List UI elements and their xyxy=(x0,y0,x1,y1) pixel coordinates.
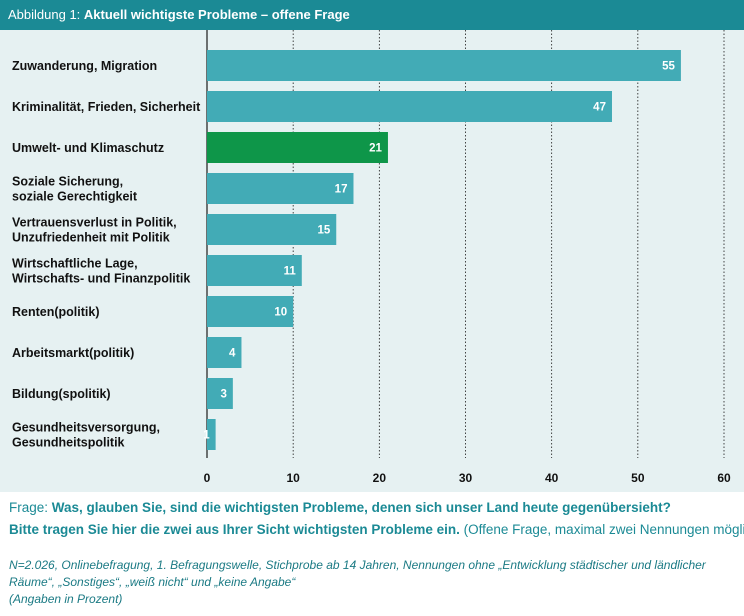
bar xyxy=(207,419,216,450)
chart-panel: 0 10 20 30 40 50 60 55 Zuwanderung, Migration 47 K… xyxy=(0,30,744,492)
x-tick-label: 60 xyxy=(717,471,731,485)
bar xyxy=(207,132,388,163)
bar xyxy=(207,50,681,81)
category-label: Arbeitsmarkt(politik) xyxy=(12,346,134,360)
bar-value-label: 10 xyxy=(274,307,287,319)
figure-title: Aktuell wichtigste Probleme – offene Fra… xyxy=(83,7,350,22)
category-label: Umwelt- und Klimaschutz xyxy=(12,141,164,155)
x-tick-label: 20 xyxy=(373,471,387,485)
bar-value-label: 1 xyxy=(203,430,210,442)
question-note: (Offene Frage, maximal zwei Nennungen mö… xyxy=(463,522,744,537)
bar-value-label: 17 xyxy=(335,184,348,196)
bar xyxy=(207,214,337,245)
figure-number: Abbildung 1: xyxy=(8,7,81,22)
x-tick-label: 40 xyxy=(545,471,559,485)
footnote: N=2.026, Onlinebefragung, 1. Befragungsw… xyxy=(9,557,739,608)
bar-value-label: 4 xyxy=(229,348,236,360)
footnote-unit: (Angaben in Prozent) xyxy=(9,592,123,606)
category-label: Vertrauensverlust in Politik, Unzufrieden… xyxy=(12,216,177,245)
bar-value-label: 47 xyxy=(593,102,606,114)
question-prefix: Frage: xyxy=(9,500,49,515)
bar xyxy=(207,255,302,286)
category-label: Bildung(spolitik) xyxy=(12,387,111,401)
x-tick-label: 0 xyxy=(204,471,211,485)
question-block: Frage: Was, glauben Sie, sind die wichti… xyxy=(9,497,744,541)
category-label: Renten(politik) xyxy=(12,305,100,319)
bar-value-label: 15 xyxy=(317,225,330,237)
bar xyxy=(207,296,294,327)
bar-value-label: 11 xyxy=(284,266,297,278)
category-label: Kriminalität, Frieden, Sicherheit xyxy=(12,100,201,114)
category-label: Gesundheitsversorgung, Gesundheitspolitik xyxy=(12,421,160,450)
bar xyxy=(207,173,354,204)
category-label: Zuwanderung, Migration xyxy=(12,59,157,73)
bar xyxy=(207,337,242,368)
x-tick-label: 30 xyxy=(459,471,473,485)
bar-value-label: 21 xyxy=(369,143,382,155)
bar-value-label: 3 xyxy=(220,389,226,401)
category-label: Soziale Sicherung, soziale Gerechtigkeit xyxy=(12,175,138,204)
bar xyxy=(207,91,612,122)
bar-chart: 0 10 20 30 40 50 60 55 Zuwanderung, Migration 47 K… xyxy=(12,30,731,485)
figure-header: Abbildung 1: Aktuell wichtigste Probleme… xyxy=(0,0,744,30)
bar-value-label: 55 xyxy=(662,61,675,73)
bar xyxy=(207,378,233,409)
x-tick-label: 10 xyxy=(286,471,300,485)
category-label: Wirtschaftliche Lage, Wirtschafts- und Fi… xyxy=(12,257,190,286)
question-instruction: Bitte tragen Sie hier die zwei aus Ihrer… xyxy=(9,522,460,537)
x-tick-label: 50 xyxy=(631,471,645,485)
question-text: Was, glauben Sie, sind die wichtigsten P… xyxy=(51,500,671,515)
footnote-sample: N=2.026, Onlinebefragung, 1. Befragungsw… xyxy=(9,558,706,589)
